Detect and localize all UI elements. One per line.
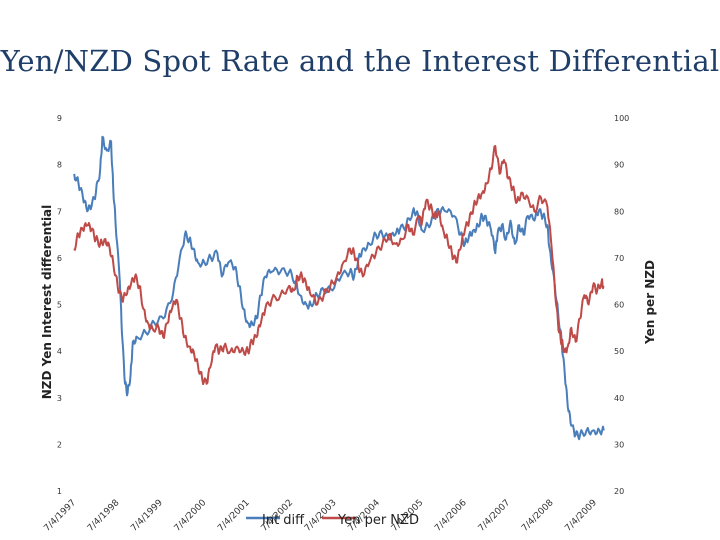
series-line-yen-per-nzd xyxy=(73,145,605,386)
right-tick-label: 40 xyxy=(614,394,624,403)
x-tick-label: 7/4/2007 xyxy=(477,498,513,534)
x-axis-ticks: 7/4/1997 7/4/1998 7/4/1999 7/4/2000 7/4/2001… xyxy=(42,498,599,534)
left-tick-label: 4 xyxy=(57,347,62,356)
x-tick-label: 7/4/2003 xyxy=(303,498,339,534)
series-layer xyxy=(73,135,605,441)
right-tick-label: 20 xyxy=(614,487,624,496)
left-tick-label: 5 xyxy=(57,301,62,310)
right-tick-label: 70 xyxy=(614,254,624,263)
left-tick-label: 7 xyxy=(57,207,62,216)
x-tick-label: 7/4/1998 xyxy=(86,498,122,534)
series-line-int-diff xyxy=(73,135,605,441)
x-tick-label: 7/4/1997 xyxy=(42,498,78,534)
right-axis-ticks: 20 30 40 50 60 70 80 90 100 xyxy=(614,114,629,496)
left-tick-label: 9 xyxy=(57,114,62,123)
legend: Int diff Yen per NZD xyxy=(246,513,419,528)
left-axis-ticks: 1 2 3 4 5 6 7 8 9 xyxy=(57,114,62,496)
y-right-axis-label: Yen per NZD xyxy=(643,260,657,345)
right-tick-label: 30 xyxy=(614,440,624,449)
x-tick-label: 7/4/2006 xyxy=(433,498,469,534)
x-tick-label: 7/4/2009 xyxy=(563,498,599,534)
left-tick-label: 6 xyxy=(57,254,62,263)
chart-title: Yen/NZD Spot Rate and the Interest Diffe… xyxy=(0,44,720,78)
left-tick-label: 8 xyxy=(57,161,62,170)
y-left-axis-label: NZD Yen Interest differential xyxy=(40,205,54,400)
legend-label: Yen per NZD xyxy=(337,513,419,528)
legend-label: Int diff xyxy=(262,513,305,528)
x-tick-label: 7/4/1999 xyxy=(129,498,165,534)
left-tick-label: 3 xyxy=(57,394,62,403)
right-tick-label: 100 xyxy=(614,114,629,123)
x-tick-label: 7/4/2001 xyxy=(216,498,252,534)
x-tick-label: 7/4/2008 xyxy=(520,498,556,534)
left-tick-label: 2 xyxy=(57,440,62,449)
x-tick-label: 7/4/2000 xyxy=(173,498,209,534)
right-tick-label: 90 xyxy=(614,161,624,170)
right-tick-label: 60 xyxy=(614,301,624,310)
right-tick-label: 50 xyxy=(614,347,624,356)
left-tick-label: 1 xyxy=(57,487,62,496)
right-tick-label: 80 xyxy=(614,207,624,216)
